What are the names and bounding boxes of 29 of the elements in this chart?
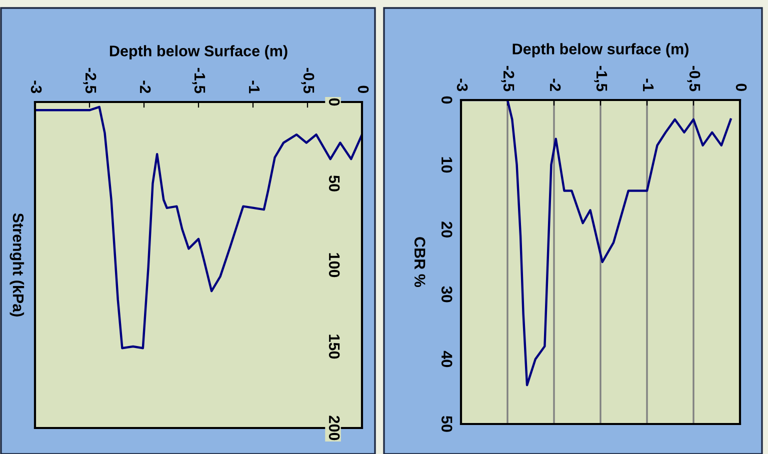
x-tick-label: -1,5 [594, 66, 608, 92]
x-tick-label: -0,5 [301, 68, 314, 94]
y-axis-title: CBR % [414, 237, 426, 288]
x-tick-label: -1 [643, 78, 654, 92]
y-axis-title: Strenght (kPa) [10, 213, 24, 316]
x-tick-label: -2 [140, 80, 151, 94]
x-tick-label: -2,5 [83, 68, 96, 94]
y-tick-label: 0 [328, 98, 340, 106]
y-tick-label: 100 [328, 253, 340, 278]
y-tick-label: 150 [328, 334, 340, 359]
x-tick-label: -2,5 [501, 66, 514, 92]
y-tick-label: 50 [441, 416, 452, 432]
x-axis-title: Depth below surface (m) [512, 43, 688, 58]
y-tick-label: 20 [441, 222, 452, 238]
x-tick-label: 0 [736, 84, 747, 92]
x-tick-label: -0,5 [687, 66, 700, 92]
y-tick-label: 0 [441, 96, 452, 104]
x-tick-label: -1 [249, 80, 260, 94]
x-tick-label: 0 [358, 86, 369, 94]
x-tick-label: -2 [550, 78, 561, 92]
y-tick-label: 30 [441, 286, 452, 302]
x-tick-label: -1,5 [192, 68, 206, 94]
y-tick-label: 10 [441, 157, 452, 173]
x-tick-label: -3 [30, 80, 42, 94]
y-tick-label: 50 [328, 175, 340, 192]
x-tick-label: -3 [456, 78, 468, 92]
y-tick-label: 200 [328, 416, 340, 440]
x-axis-title: Depth below Surface (m) [110, 45, 288, 60]
y-tick-label: 40 [441, 350, 452, 368]
